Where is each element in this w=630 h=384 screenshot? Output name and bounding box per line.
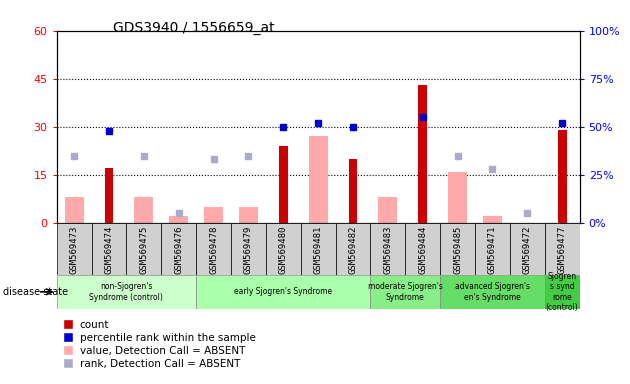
Bar (105, 168, 113, 223)
Text: Sjogren
s synd
rome
(control): Sjogren s synd rome (control) (546, 272, 578, 312)
Bar (510, 223, 545, 275)
Bar (348, 159, 357, 223)
Text: GSM569473: GSM569473 (70, 225, 79, 274)
Bar (309, 136, 328, 223)
Text: GSM569475: GSM569475 (139, 225, 148, 274)
Bar (279, 146, 288, 223)
Text: GSM569479: GSM569479 (244, 225, 253, 274)
Text: GSM569477: GSM569477 (558, 225, 566, 274)
Bar (370, 223, 405, 275)
Bar (134, 197, 154, 223)
Text: GSM569481: GSM569481 (314, 225, 323, 274)
Bar (57, 223, 91, 275)
Bar (91, 223, 127, 275)
Bar (370, 275, 440, 309)
Text: moderate Sjogren's
Syndrome: moderate Sjogren's Syndrome (368, 282, 443, 301)
Bar (169, 216, 188, 223)
Bar (378, 197, 398, 223)
Text: GSM569485: GSM569485 (453, 225, 462, 274)
Bar (161, 223, 196, 275)
Bar (418, 85, 427, 223)
Bar (57, 275, 196, 309)
Bar (301, 223, 336, 275)
Bar (558, 130, 566, 223)
Bar (239, 207, 258, 223)
Bar (475, 223, 510, 275)
Text: GSM569480: GSM569480 (279, 225, 288, 274)
Text: GSM569476: GSM569476 (175, 225, 183, 274)
Bar (196, 223, 231, 275)
Bar (231, 223, 266, 275)
Text: GSM569474: GSM569474 (105, 225, 113, 274)
Bar (483, 216, 502, 223)
Text: GDS3940 / 1556659_at: GDS3940 / 1556659_at (113, 21, 275, 35)
Bar (448, 172, 467, 223)
Text: early Sjogren's Syndrome: early Sjogren's Syndrome (234, 287, 333, 296)
Bar (64, 197, 84, 223)
Bar (545, 223, 580, 275)
Bar (440, 223, 475, 275)
Text: GSM569484: GSM569484 (418, 225, 427, 274)
Bar (196, 275, 370, 309)
Text: GSM569478: GSM569478 (209, 225, 218, 274)
Bar (405, 223, 440, 275)
Bar (545, 275, 580, 309)
Bar (127, 223, 161, 275)
Bar (440, 275, 545, 309)
Text: non-Sjogren's
Syndrome (control): non-Sjogren's Syndrome (control) (89, 282, 163, 301)
Text: GSM569471: GSM569471 (488, 225, 497, 274)
Text: disease state: disease state (3, 287, 68, 297)
Bar (266, 223, 301, 275)
Legend: count, percentile rank within the sample, value, Detection Call = ABSENT, rank, : count, percentile rank within the sample… (62, 320, 256, 369)
Text: advanced Sjogren's
en's Syndrome: advanced Sjogren's en's Syndrome (455, 282, 530, 301)
Text: GSM569483: GSM569483 (384, 225, 392, 274)
Bar (336, 223, 370, 275)
Text: GSM569482: GSM569482 (348, 225, 357, 274)
Text: GSM569472: GSM569472 (523, 225, 532, 274)
Bar (204, 207, 223, 223)
